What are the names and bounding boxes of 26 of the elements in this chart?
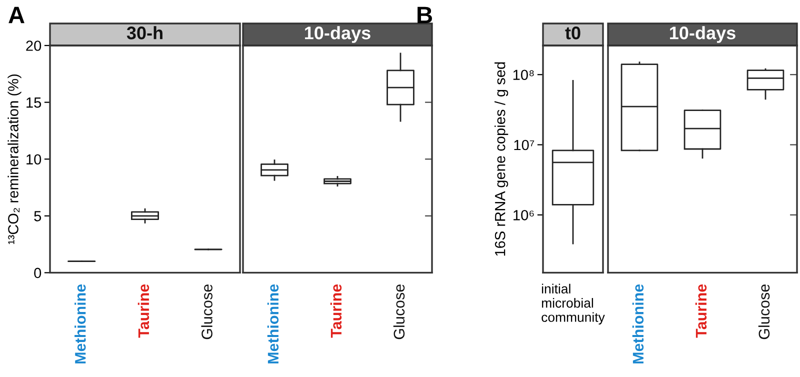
text: B [418, 6, 432, 24]
chart-title: 30-h [126, 26, 162, 40]
x-tick-label: Taurine [695, 284, 707, 338]
chart-title: t0 [565, 26, 580, 40]
y-axis-title: 16S rRNA gene copies / g sed [494, 62, 508, 256]
y-axis-title: ¹³CO₂ remineralization (%) [8, 74, 22, 244]
x-tick-label: Methionine [632, 284, 644, 364]
y-tick-label: 10⁸ [513, 70, 534, 80]
chart-title: 10-days [670, 26, 736, 43]
y-tick-label: 10 [26, 154, 42, 165]
x-tick-label: Methionine [74, 284, 86, 364]
y-tick-label: 0 [34, 268, 42, 278]
x-tick-label: Taurine [138, 284, 150, 338]
y-tick-label: 15 [26, 98, 42, 108]
y-tick-label: 10⁶ [514, 210, 534, 220]
x-tick-label: initial microbial community [542, 284, 605, 325]
y-tick-label: 20 [26, 40, 42, 51]
x-tick-label: Methionine [267, 284, 279, 364]
x-tick-label: Taurine [330, 284, 342, 338]
x-tick-label: Glucose [393, 284, 405, 340]
chart-title: 10-days [305, 26, 370, 43]
y-tick-label: 10⁷ [514, 140, 534, 150]
text: A [8, 6, 24, 24]
x-tick-label: Glucose [201, 284, 212, 340]
y-tick-label: 5 [34, 211, 42, 222]
x-tick-label: Glucose [758, 284, 770, 340]
